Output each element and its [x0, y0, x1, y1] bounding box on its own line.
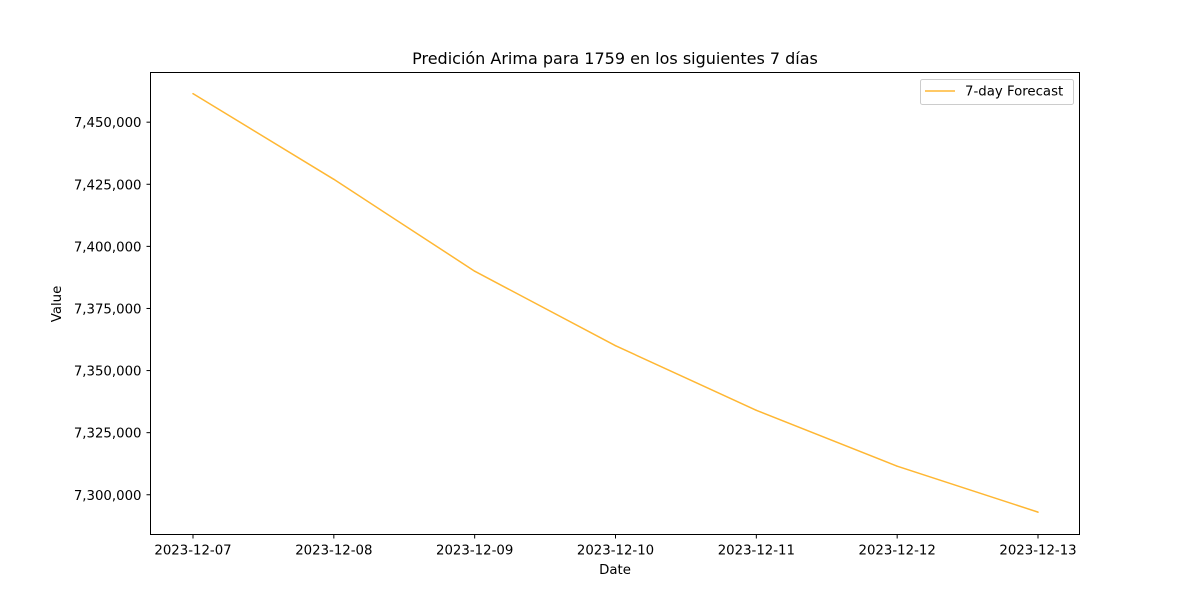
data-point [192, 92, 194, 95]
data-point [896, 465, 898, 467]
y-tick-label: 7,400,000 [74, 240, 142, 255]
y-tick-label: 7,325,000 [74, 427, 142, 442]
x-tick-label: 2023-12-07 [154, 544, 231, 559]
y-tick-label: 7,425,000 [74, 178, 142, 193]
y-tick-label: 7,350,000 [74, 365, 142, 380]
x-tick-label: 2023-12-13 [999, 544, 1076, 559]
y-tick-label: 7,375,000 [74, 302, 142, 317]
data-point [473, 270, 476, 272]
y-tick-label: 7,300,000 [74, 489, 142, 504]
legend: 7-day Forecast [920, 79, 1074, 105]
series-layer [192, 92, 1039, 513]
x-axis-title: Date [599, 563, 631, 578]
x-tick-label: 2023-12-09 [436, 544, 513, 559]
y-axis-title: Value [50, 286, 65, 323]
x-tick-label: 2023-12-11 [718, 544, 795, 559]
legend-box [920, 79, 1074, 105]
x-tick-label: 2023-12-08 [295, 544, 372, 559]
x-axis: 2023-12-07 2023-12-08 2023-12-09 2023-12-10… [154, 534, 1077, 559]
data-point [755, 409, 758, 412]
x-tick-label: 2023-12-10 [577, 544, 654, 559]
y-tick-label: 7,450,000 [74, 116, 142, 131]
y-axis: 7,300,000 7,325,000 7,350,000 7,375,000 7,40… [74, 116, 151, 504]
x-tick-label: 2023-12-12 [859, 544, 936, 559]
chart-title: Predición Arima para 1759 en los siguien… [412, 49, 818, 68]
data-point [614, 344, 617, 347]
legend-label: 7-day Forecast [965, 85, 1063, 100]
data-point [333, 178, 335, 181]
data-point [1037, 511, 1039, 513]
